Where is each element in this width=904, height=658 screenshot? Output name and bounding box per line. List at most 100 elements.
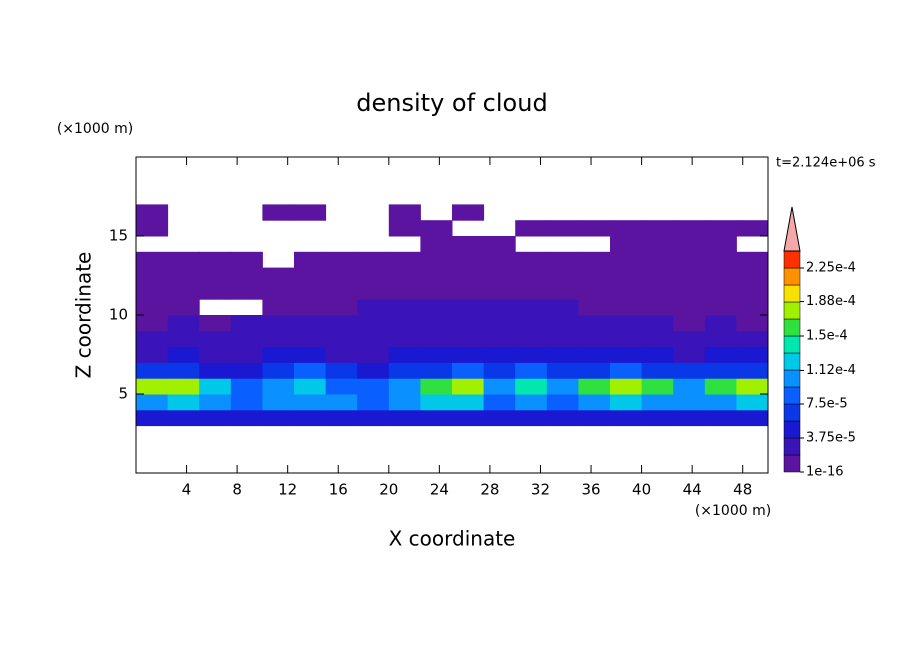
x-tick-label: 48 bbox=[733, 481, 752, 499]
contour-cell bbox=[388, 409, 421, 427]
contour-cell bbox=[294, 251, 327, 269]
contour-cell bbox=[546, 283, 579, 300]
contour-cell bbox=[515, 299, 548, 316]
contour-cell bbox=[388, 204, 421, 221]
chart-title: density of cloud bbox=[356, 89, 547, 117]
contour-cell bbox=[736, 251, 769, 269]
contour-cell bbox=[167, 394, 200, 411]
contour-cell bbox=[673, 267, 706, 284]
time-label: t=2.124e+06 s bbox=[776, 156, 876, 171]
contour-cell bbox=[357, 330, 390, 348]
x-tick-label: 28 bbox=[480, 481, 499, 499]
contour-cell bbox=[483, 236, 516, 253]
contour-cell bbox=[546, 220, 579, 237]
contour-cell bbox=[483, 394, 516, 411]
colorbar-band bbox=[783, 420, 801, 439]
contour-cell bbox=[483, 330, 516, 348]
contour-cell bbox=[704, 299, 737, 316]
contour-cell bbox=[420, 267, 453, 284]
contour-cell bbox=[452, 409, 485, 427]
contour-cell bbox=[388, 346, 421, 363]
contour-cell bbox=[673, 251, 706, 269]
contour-cell bbox=[167, 409, 200, 427]
contour-cell bbox=[704, 283, 737, 300]
contour-cell bbox=[546, 409, 579, 427]
contour-cell bbox=[610, 299, 643, 316]
contour-cell bbox=[136, 394, 169, 411]
contour-cell bbox=[578, 409, 611, 427]
contour-cell bbox=[452, 236, 485, 253]
contour-cell bbox=[294, 409, 327, 427]
contour-cell bbox=[704, 362, 737, 379]
contour-cell bbox=[578, 267, 611, 284]
contour-cell bbox=[736, 394, 769, 411]
colorbar-band bbox=[783, 250, 801, 269]
contour-cell bbox=[262, 267, 295, 284]
colorbar-band bbox=[783, 369, 801, 388]
contour-cell bbox=[325, 267, 358, 284]
contour-cell bbox=[673, 378, 706, 395]
contour-cell bbox=[325, 299, 358, 316]
contour-cell bbox=[357, 394, 390, 411]
contour-cell bbox=[325, 251, 358, 269]
contour-cell bbox=[136, 362, 169, 379]
contour-cell bbox=[736, 362, 769, 379]
contour-cell bbox=[546, 346, 579, 363]
contour-cell bbox=[262, 330, 295, 348]
contour-cell bbox=[262, 299, 295, 316]
contour-cell bbox=[294, 283, 327, 300]
contour-cell bbox=[704, 220, 737, 237]
contour-cell bbox=[610, 251, 643, 269]
colorbar-band bbox=[783, 386, 801, 405]
contour-cell bbox=[673, 236, 706, 253]
contour-cell bbox=[704, 236, 737, 253]
contour-cell bbox=[230, 283, 263, 300]
colorbar-tick-label: 2.25e-4 bbox=[806, 261, 856, 276]
contour-cell bbox=[199, 315, 232, 332]
contour-cell bbox=[641, 299, 674, 316]
colorbar-tick-label: 1e-16 bbox=[806, 465, 844, 480]
contour-cell bbox=[673, 315, 706, 332]
contour-cell bbox=[230, 346, 263, 363]
colorbar-tick-label: 1.88e-4 bbox=[806, 294, 856, 309]
contour-cell bbox=[420, 236, 453, 253]
contour-cell bbox=[230, 267, 263, 284]
contour-cell bbox=[420, 330, 453, 348]
contour-cell bbox=[136, 283, 169, 300]
colorbar-extension bbox=[783, 206, 801, 252]
contour-cell bbox=[262, 409, 295, 427]
contour-cell bbox=[230, 378, 263, 395]
contour-cell bbox=[483, 267, 516, 284]
contour-cell bbox=[546, 251, 579, 269]
contour-cell bbox=[357, 378, 390, 395]
contour-cell bbox=[610, 362, 643, 379]
contour-cell bbox=[736, 315, 769, 332]
contour-cell bbox=[136, 330, 169, 348]
contour-cell bbox=[294, 378, 327, 395]
contour-cell bbox=[452, 346, 485, 363]
colorbar-band bbox=[783, 267, 801, 286]
contour-cell bbox=[357, 346, 390, 363]
contour-cell bbox=[136, 204, 169, 221]
contour-cell bbox=[167, 283, 200, 300]
contour-cell bbox=[357, 251, 390, 269]
contour-cell bbox=[388, 299, 421, 316]
contour-cell bbox=[452, 378, 485, 395]
contour-cell bbox=[262, 394, 295, 411]
contour-cell bbox=[230, 315, 263, 332]
contour-cell bbox=[388, 378, 421, 395]
contour-cell bbox=[641, 346, 674, 363]
contour-cell bbox=[420, 362, 453, 379]
contour-cell bbox=[388, 315, 421, 332]
contour-cell bbox=[483, 346, 516, 363]
contour-cell bbox=[388, 251, 421, 269]
contour-cell bbox=[388, 330, 421, 348]
contour-cell bbox=[736, 378, 769, 395]
contour-cell bbox=[452, 283, 485, 300]
contour-cell bbox=[452, 267, 485, 284]
contour-cell bbox=[136, 315, 169, 332]
contour-cell bbox=[388, 283, 421, 300]
contour-cell bbox=[325, 346, 358, 363]
